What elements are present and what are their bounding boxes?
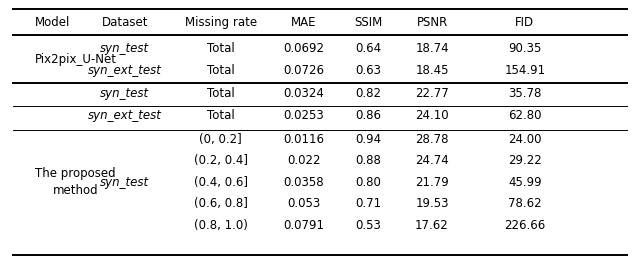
Text: The proposed
method: The proposed method <box>35 167 116 197</box>
Text: 90.35: 90.35 <box>508 42 541 55</box>
Text: 0.94: 0.94 <box>355 133 381 146</box>
Text: (0.6, 0.8]: (0.6, 0.8] <box>194 197 248 210</box>
Text: syn_ext_test: syn_ext_test <box>88 64 162 77</box>
Text: 0.0358: 0.0358 <box>284 176 324 189</box>
Text: PSNR: PSNR <box>417 16 447 29</box>
Text: 78.62: 78.62 <box>508 197 541 210</box>
Text: 0.0692: 0.0692 <box>284 42 324 55</box>
Text: 22.77: 22.77 <box>415 86 449 100</box>
Text: 18.74: 18.74 <box>415 42 449 55</box>
Text: 24.10: 24.10 <box>415 109 449 122</box>
Text: 21.79: 21.79 <box>415 176 449 189</box>
Text: 154.91: 154.91 <box>504 64 545 77</box>
Text: 45.99: 45.99 <box>508 176 541 189</box>
Text: Total: Total <box>207 64 235 77</box>
Text: syn_test: syn_test <box>100 86 149 100</box>
Text: 0.0791: 0.0791 <box>284 219 324 232</box>
Text: 0.86: 0.86 <box>355 109 381 122</box>
Text: Total: Total <box>207 109 235 122</box>
Text: 29.22: 29.22 <box>508 154 541 167</box>
Text: MAE: MAE <box>291 16 317 29</box>
Text: (0.4, 0.6]: (0.4, 0.6] <box>194 176 248 189</box>
Text: Total: Total <box>207 42 235 55</box>
Text: Pix2pix_U-Net: Pix2pix_U-Net <box>35 53 117 66</box>
Text: 0.0253: 0.0253 <box>284 109 324 122</box>
Text: 0.71: 0.71 <box>355 197 381 210</box>
Text: FID: FID <box>515 16 534 29</box>
Text: 0.053: 0.053 <box>287 197 321 210</box>
Text: 0.53: 0.53 <box>355 219 381 232</box>
Text: (0.2, 0.4]: (0.2, 0.4] <box>194 154 248 167</box>
Text: 0.64: 0.64 <box>355 42 381 55</box>
Text: 35.78: 35.78 <box>508 86 541 100</box>
Text: 0.82: 0.82 <box>355 86 381 100</box>
Text: Model: Model <box>35 16 70 29</box>
Text: 18.45: 18.45 <box>415 64 449 77</box>
Text: (0.8, 1.0): (0.8, 1.0) <box>194 219 248 232</box>
Text: syn_test: syn_test <box>100 42 149 55</box>
Text: syn_test: syn_test <box>100 176 149 189</box>
Text: 0.88: 0.88 <box>355 154 381 167</box>
Text: syn_ext_test: syn_ext_test <box>88 109 162 122</box>
Text: 0.0116: 0.0116 <box>284 133 324 146</box>
Text: 0.022: 0.022 <box>287 154 321 167</box>
Text: 0.0324: 0.0324 <box>284 86 324 100</box>
Text: Total: Total <box>207 86 235 100</box>
Text: Dataset: Dataset <box>102 16 148 29</box>
Text: 24.74: 24.74 <box>415 154 449 167</box>
Text: Missing rate: Missing rate <box>185 16 257 29</box>
Text: 62.80: 62.80 <box>508 109 541 122</box>
Text: 0.63: 0.63 <box>355 64 381 77</box>
Text: SSIM: SSIM <box>354 16 382 29</box>
Text: 24.00: 24.00 <box>508 133 541 146</box>
Text: 17.62: 17.62 <box>415 219 449 232</box>
Text: 28.78: 28.78 <box>415 133 449 146</box>
Text: 0.80: 0.80 <box>355 176 381 189</box>
Text: 19.53: 19.53 <box>415 197 449 210</box>
Text: 226.66: 226.66 <box>504 219 545 232</box>
Text: (0, 0.2]: (0, 0.2] <box>200 133 242 146</box>
Text: 0.0726: 0.0726 <box>284 64 324 77</box>
